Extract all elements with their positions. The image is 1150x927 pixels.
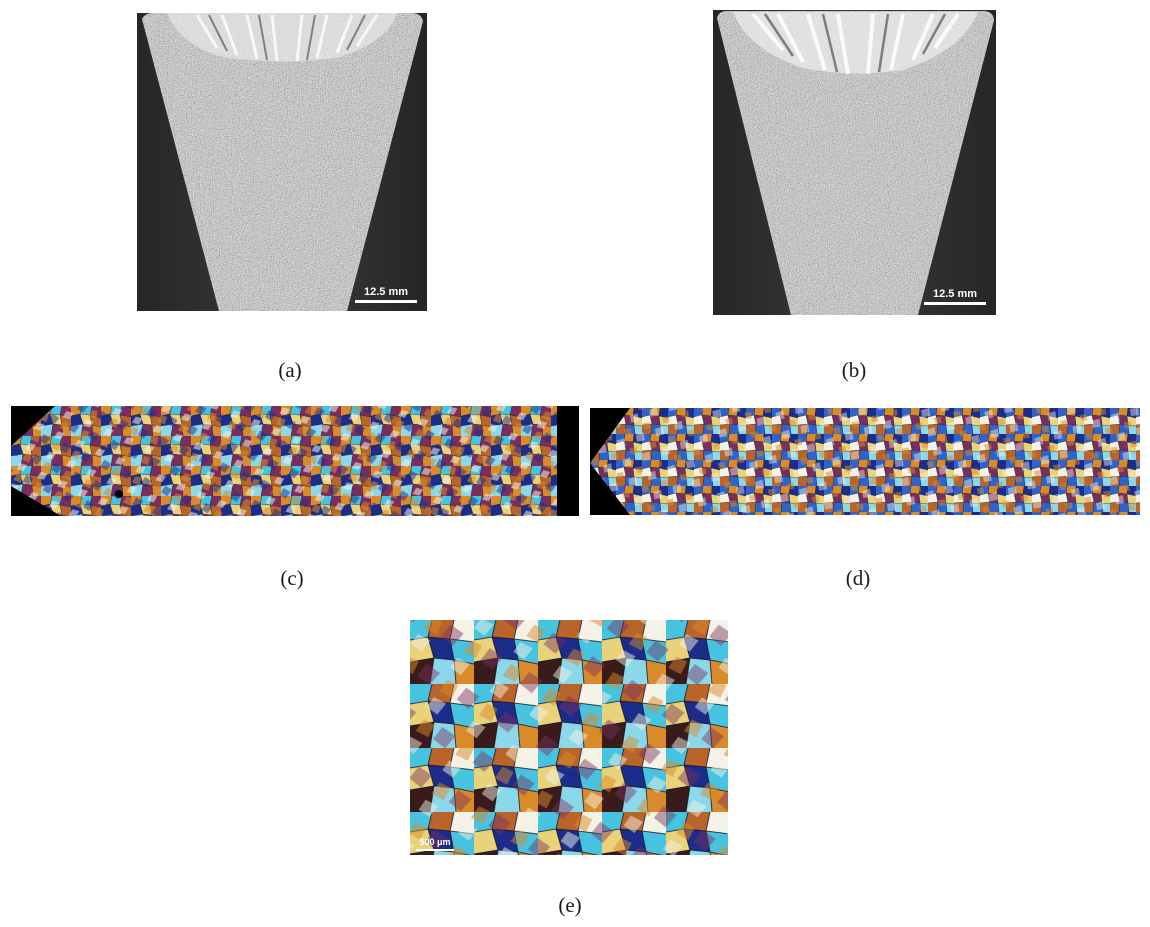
panel-a-scale-line [355, 300, 417, 303]
panel-b-macrograph: 12.5 mm [713, 10, 996, 315]
panel-b-scale-line [924, 302, 986, 305]
panel-d-micrograph [590, 408, 1140, 515]
panel-d-caption: (d) [845, 566, 871, 590]
panel-a-scale-label: 12.5 mm [363, 286, 409, 298]
panel-d-image [590, 408, 1140, 515]
panel-c-caption: (c) [280, 566, 304, 590]
panel-b-caption: (b) [841, 358, 867, 382]
panel-e-scale-bar: 500 μm [416, 837, 454, 851]
panel-e-scale-label: 500 μm [419, 837, 451, 847]
panel-e-caption: (e) [558, 893, 582, 917]
panel-b-image [713, 10, 996, 315]
panel-a-image [137, 13, 427, 311]
panel-c-image [11, 406, 579, 516]
panel-e-image [410, 620, 728, 855]
panel-a-macrograph: 12.5 mm [137, 13, 427, 311]
panel-e-micrograph: 500 μm [410, 620, 728, 855]
panel-a-scale-bar: 12.5 mm [355, 286, 417, 303]
panel-a-caption: (a) [278, 358, 302, 382]
panel-c-micrograph [11, 406, 579, 516]
panel-b-scale-label: 12.5 mm [932, 288, 978, 300]
panel-e-scale-line [416, 849, 454, 851]
panel-b-scale-bar: 12.5 mm [924, 288, 986, 305]
